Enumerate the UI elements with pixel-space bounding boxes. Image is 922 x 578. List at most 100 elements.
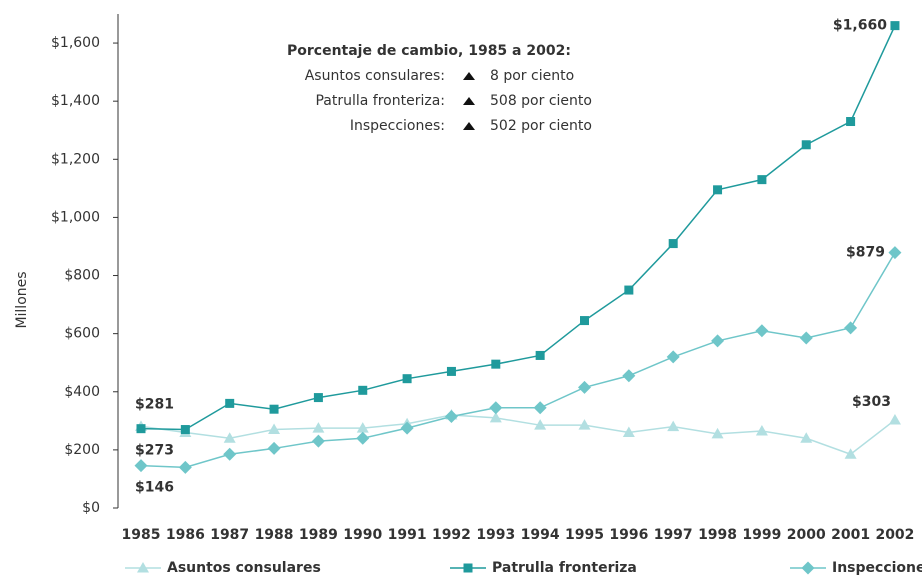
up-arrow bbox=[463, 97, 475, 105]
up-arrow bbox=[463, 122, 475, 130]
annotation-value: 8 por ciento bbox=[490, 68, 574, 84]
point bbox=[463, 563, 473, 573]
x-tick-label: 2000 bbox=[787, 527, 826, 543]
x-tick-label: 1990 bbox=[343, 527, 382, 543]
x-tick-label: 1988 bbox=[255, 527, 294, 543]
point bbox=[225, 398, 235, 408]
y-tick-label: $600 bbox=[64, 326, 100, 342]
point bbox=[888, 413, 901, 425]
x-tick-label: 1991 bbox=[388, 527, 427, 543]
y-tick-label: $1,600 bbox=[51, 35, 100, 51]
point bbox=[267, 441, 281, 455]
point bbox=[223, 447, 237, 461]
y-axis-label: Millones bbox=[14, 271, 30, 328]
point bbox=[580, 316, 589, 326]
point bbox=[312, 422, 325, 433]
point bbox=[223, 432, 236, 443]
legend-label: Asuntos consulares bbox=[167, 560, 321, 576]
annotation-value: 508 por ciento bbox=[490, 93, 592, 109]
value-label: $273 bbox=[135, 443, 174, 459]
y-tick-label: $400 bbox=[64, 384, 100, 400]
x-tick-label: 1986 bbox=[166, 527, 205, 543]
point bbox=[846, 117, 856, 127]
x-tick-label: 1989 bbox=[299, 527, 338, 543]
series-line bbox=[140, 414, 896, 456]
point bbox=[489, 401, 503, 415]
point bbox=[711, 334, 725, 348]
annotation-value: 502 por ciento bbox=[490, 118, 592, 134]
series-line bbox=[140, 252, 896, 469]
point bbox=[711, 427, 724, 439]
legend-label: Inspecciones bbox=[832, 560, 922, 576]
x-tick-label: 1985 bbox=[122, 527, 161, 543]
point bbox=[489, 411, 502, 423]
series-line bbox=[140, 25, 896, 431]
point bbox=[446, 366, 456, 376]
point bbox=[533, 401, 547, 415]
x-tick-label: 1995 bbox=[565, 527, 604, 543]
x-tick-label: 1996 bbox=[609, 527, 648, 543]
annotation-label: Asuntos consulares: bbox=[305, 68, 445, 84]
point bbox=[667, 420, 680, 432]
point bbox=[491, 359, 501, 369]
point bbox=[311, 434, 325, 448]
x-tick-label: 1987 bbox=[210, 527, 249, 543]
point bbox=[799, 331, 813, 345]
x-tick-label: 1993 bbox=[476, 527, 515, 543]
point bbox=[535, 350, 545, 360]
point bbox=[668, 239, 678, 249]
value-label: $281 bbox=[135, 396, 174, 412]
x-tick-label: 1994 bbox=[521, 527, 560, 543]
up-arrow bbox=[463, 72, 475, 80]
value-label: $1,660 bbox=[833, 18, 887, 34]
y-tick-label: $200 bbox=[64, 442, 100, 458]
x-tick-label: 1998 bbox=[698, 527, 737, 543]
x-tick-label: 1999 bbox=[742, 527, 781, 543]
x-tick-label: 1997 bbox=[654, 527, 693, 543]
y-tick-label: $1,000 bbox=[51, 209, 100, 225]
point bbox=[137, 562, 149, 573]
point bbox=[578, 419, 591, 430]
point bbox=[534, 419, 547, 430]
legend-label: Patrulla fronteriza bbox=[492, 560, 637, 576]
point bbox=[313, 393, 323, 403]
point bbox=[622, 369, 636, 383]
point bbox=[755, 324, 769, 338]
x-tick-label: 2001 bbox=[831, 527, 870, 543]
point bbox=[400, 421, 414, 435]
x-tick-label: 1992 bbox=[432, 527, 471, 543]
annotation-title: Porcentaje de cambio, 1985 a 2002: bbox=[287, 43, 571, 59]
point bbox=[178, 460, 192, 474]
point bbox=[801, 561, 815, 575]
point bbox=[134, 459, 148, 473]
point bbox=[757, 175, 767, 185]
point bbox=[356, 431, 370, 445]
point bbox=[890, 21, 900, 31]
point bbox=[268, 423, 281, 435]
x-tick-label: 2002 bbox=[875, 527, 914, 543]
annotation-label: Patrulla fronteriza: bbox=[315, 93, 445, 109]
point bbox=[844, 321, 858, 335]
point bbox=[358, 385, 368, 395]
value-label: $146 bbox=[135, 480, 174, 496]
point bbox=[624, 285, 634, 295]
point bbox=[844, 448, 857, 459]
point bbox=[578, 380, 591, 394]
point bbox=[888, 246, 902, 260]
point bbox=[800, 432, 813, 443]
point bbox=[180, 425, 190, 435]
y-tick-label: $800 bbox=[64, 268, 100, 284]
point bbox=[269, 404, 279, 414]
point bbox=[713, 185, 723, 195]
point bbox=[622, 426, 635, 437]
annotation-label: Inspecciones: bbox=[350, 118, 445, 134]
point bbox=[402, 374, 412, 384]
y-tick-label: $1,400 bbox=[51, 93, 100, 109]
point bbox=[356, 422, 369, 433]
point bbox=[755, 424, 768, 436]
point bbox=[666, 350, 680, 364]
point bbox=[444, 409, 458, 423]
y-tick-label: $1,200 bbox=[51, 151, 100, 167]
value-label: $879 bbox=[846, 245, 885, 261]
